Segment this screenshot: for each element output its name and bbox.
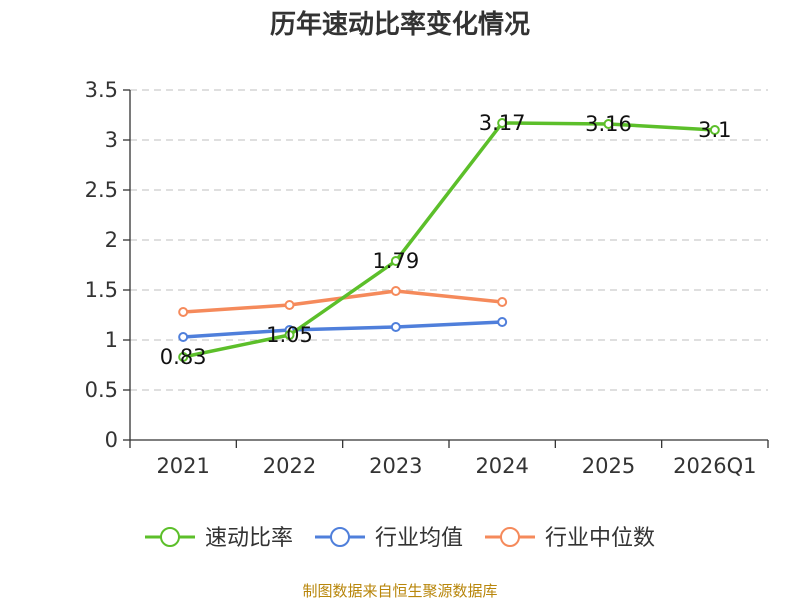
data-point xyxy=(390,286,401,296)
data-point xyxy=(497,297,508,307)
y-tick-label: 1.5 xyxy=(85,278,118,302)
series-line-3 xyxy=(181,289,504,314)
data-point xyxy=(497,317,508,327)
x-tick-label: 2026Q1 xyxy=(673,454,756,478)
source-note: 制图数据来自恒生聚源数据库 xyxy=(302,582,497,600)
data-point xyxy=(178,332,189,342)
x-tick-label: 2025 xyxy=(582,454,635,478)
legend-marker xyxy=(500,527,521,547)
data-label: 1.05 xyxy=(266,323,313,347)
series-lines xyxy=(178,118,720,362)
data-label: 3.16 xyxy=(585,112,632,136)
y-tick-label: 3 xyxy=(105,128,118,152)
data-labels: 0.83 1.05 1.79 3.17 3.16 3.1 xyxy=(160,111,732,369)
data-point xyxy=(284,300,295,310)
data-label: 3.1 xyxy=(698,118,731,142)
x-tick-label: 2021 xyxy=(156,454,209,478)
data-point xyxy=(390,322,401,332)
legend-item[interactable]: 速动比率 xyxy=(144,526,293,551)
chart-title: 历年速动比率变化情况 xyxy=(270,9,530,40)
data-point xyxy=(178,307,189,317)
legend-label: 行业中位数 xyxy=(545,526,655,551)
y-tick-label: 2.5 xyxy=(85,178,118,202)
data-point xyxy=(709,125,720,135)
y-tick-label: 1 xyxy=(105,328,118,352)
x-tick-label: 2023 xyxy=(369,454,422,478)
data-point xyxy=(284,330,295,340)
y-tick-label: 2 xyxy=(105,228,118,252)
legend-item[interactable]: 行业中位数 xyxy=(485,526,655,551)
data-label: 3.17 xyxy=(479,111,526,135)
data-point xyxy=(390,256,401,266)
legend-label: 速动比率 xyxy=(205,526,293,551)
series-line-2 xyxy=(181,320,504,339)
series-line-1 xyxy=(181,121,717,359)
legend-item[interactable]: 行业均值 xyxy=(314,526,463,551)
grid-lines xyxy=(130,89,768,391)
data-point xyxy=(178,352,189,362)
axes: 0 0.5 1 1.5 2 2.5 3 3.5 2021 2022 2023 2024 2025 2026… xyxy=(85,78,769,478)
legend[interactable]: 速动比率 行业均值 行业中位数 xyxy=(144,526,655,551)
data-point xyxy=(603,119,614,129)
data-label: 0.83 xyxy=(160,345,207,369)
legend-label: 行业均值 xyxy=(375,526,463,551)
x-tick-label: 2024 xyxy=(475,454,528,478)
y-tick-label: 0 xyxy=(105,428,118,452)
y-tick-label: 3.5 xyxy=(85,78,118,102)
y-tick-label: 0.5 xyxy=(85,378,118,402)
x-tick-label: 2022 xyxy=(263,454,316,478)
data-point xyxy=(497,118,508,128)
data-label: 1.79 xyxy=(372,249,419,273)
legend-marker xyxy=(329,527,350,547)
legend-marker xyxy=(159,527,180,547)
